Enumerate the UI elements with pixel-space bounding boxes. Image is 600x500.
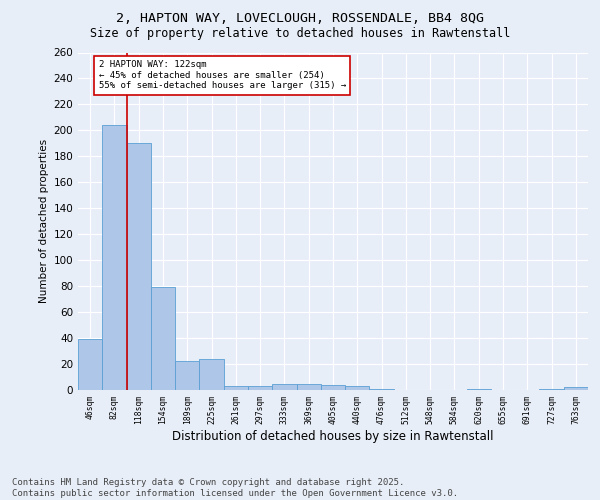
Text: 2 HAPTON WAY: 122sqm
← 45% of detached houses are smaller (254)
55% of semi-deta: 2 HAPTON WAY: 122sqm ← 45% of detached h… [98,60,346,90]
Bar [345,386,370,390]
Bar [296,384,321,390]
Y-axis label: Number of detached properties: Number of detached properties [39,139,49,304]
Bar [102,125,127,390]
Bar [272,384,296,390]
Bar [127,144,151,390]
Text: 2, HAPTON WAY, LOVECLOUGH, ROSSENDALE, BB4 8QG: 2, HAPTON WAY, LOVECLOUGH, ROSSENDALE, B… [116,12,484,26]
Bar [248,386,272,390]
Text: Size of property relative to detached houses in Rawtenstall: Size of property relative to detached ho… [90,28,510,40]
Bar [564,388,588,390]
Bar [78,340,102,390]
Text: Contains HM Land Registry data © Crown copyright and database right 2025.
Contai: Contains HM Land Registry data © Crown c… [12,478,458,498]
Bar [224,386,248,390]
Bar [151,288,175,390]
Bar [321,385,345,390]
Bar [539,388,564,390]
Bar [199,359,224,390]
Bar [175,362,199,390]
Bar [370,388,394,390]
X-axis label: Distribution of detached houses by size in Rawtenstall: Distribution of detached houses by size … [172,430,494,442]
Bar [467,388,491,390]
